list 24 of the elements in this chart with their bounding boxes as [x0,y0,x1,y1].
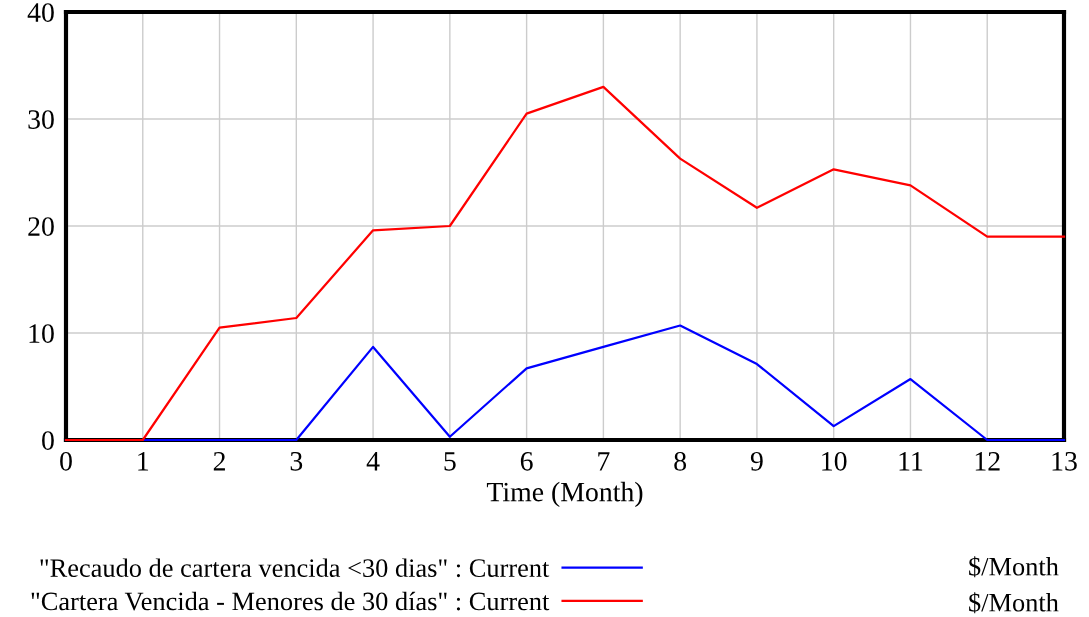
x-tick-label: 6 [520,451,533,471]
y-tick-label: 20 [28,217,54,236]
x-tick-label: 3 [290,451,303,471]
x-tick-label: 9 [750,451,763,471]
x-tick-label: 2 [213,451,225,471]
x-tick-label: 1 [138,452,149,471]
x-tick-label: 4 [366,452,380,471]
x-tick-label: 5 [444,452,456,471]
x-tick-label: 8 [674,451,687,471]
x-tick-label: 11 [899,452,923,471]
x-tick-label: 13 [1052,451,1077,471]
text: $/Month [969,592,1059,614]
text: $/Month [969,556,1059,578]
y-tick-label: 40 [27,3,54,22]
x-tick-label: 7 [598,452,610,471]
legend-label: "Cartera Vencida - Menores de 30 días" : Current [31,591,550,611]
x-tick-label: 10 [822,451,847,471]
y-tick-label: 0 [42,431,54,450]
legend-label: "Recaudo de cartera vencida <30 dias" : Current [40,558,550,578]
y-tick-label: 10 [29,324,54,343]
y-tick-label: 30 [28,110,54,129]
x-axis-title: Time (Month) [486,481,643,508]
x-tick-label: 0 [60,451,72,471]
x-tick-label: 12 [975,451,1000,471]
